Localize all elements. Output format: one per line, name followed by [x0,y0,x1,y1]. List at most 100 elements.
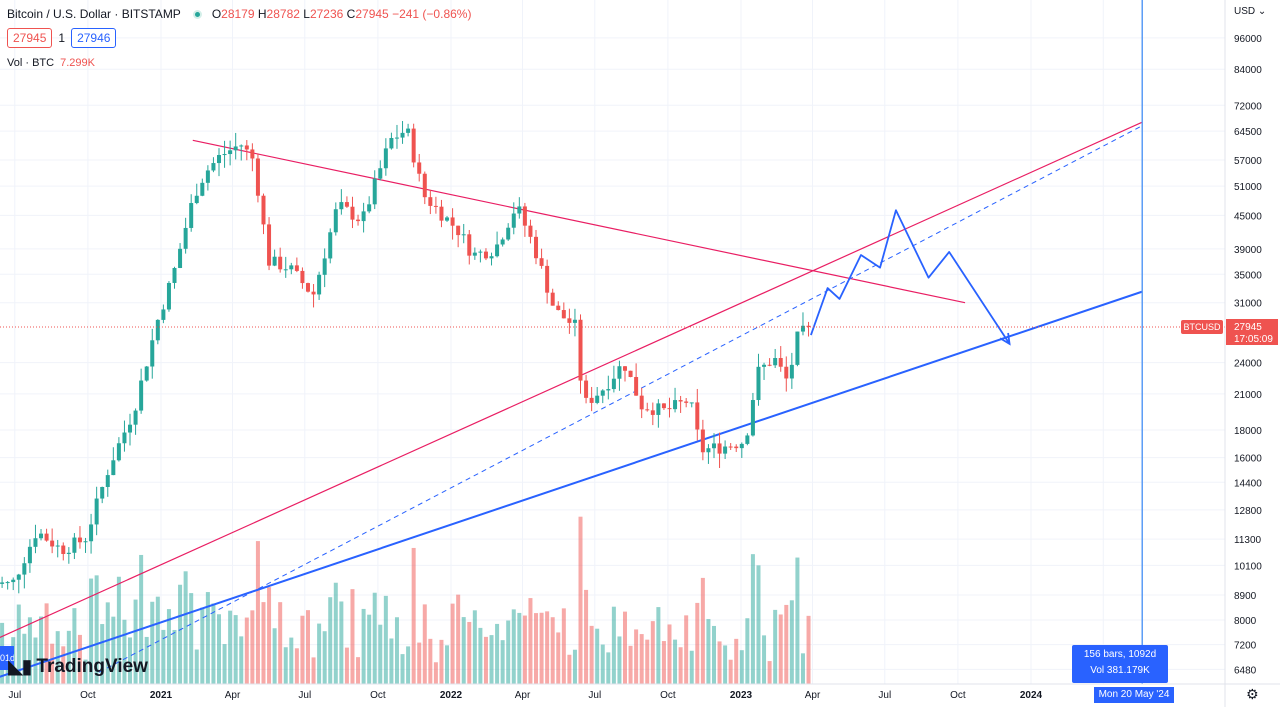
candle-body [294,265,299,271]
candle-body [183,227,188,249]
candle-body [400,132,405,138]
volume-bar [684,615,689,684]
candle-body [467,234,472,256]
volume-bar [450,603,455,684]
candle-body [495,244,500,257]
x-tick-label: Oct [950,690,966,701]
candle-body [750,400,755,436]
y-tick-label: 8000 [1234,616,1257,627]
candle-body [711,443,716,449]
candle-body [233,146,238,151]
buy-button[interactable]: 27946 [71,28,117,48]
volume-bar [372,592,377,684]
symbol-header: Bitcoin / U.S. Dollar · BITSTAMP O28179 H… [7,7,471,21]
candle-body [723,446,728,454]
x-tick-label: Apr [515,690,531,701]
volume-bar [200,607,205,684]
candle-body [77,537,82,543]
volume-bar [194,649,199,684]
candle-body [283,269,288,271]
symbol-title[interactable]: Bitcoin / U.S. Dollar · BITSTAMP [7,7,181,21]
volume-bar [500,640,505,684]
volume-bar [111,616,116,684]
x-tick-label: Jul [298,690,311,701]
candle-body [595,395,600,403]
candle-body [200,182,205,196]
candle-body [139,380,144,411]
y-tick-label: 14400 [1234,478,1262,489]
volume-bar [367,614,372,684]
volume-bar [239,636,244,684]
trendlines[interactable] [0,0,1143,684]
measure-volume: Vol 381.179K [1090,665,1150,676]
candle-body [639,395,644,410]
settings-gear-icon[interactable]: ⚙ [1246,686,1259,702]
volume-bar [27,617,32,684]
volume-bar [456,594,461,684]
candle-body [389,137,394,149]
candle-body [606,389,611,391]
x-tick-label: Oct [370,690,386,701]
volume-bar [94,575,99,684]
candle-body [500,239,505,245]
candle-body [623,366,627,371]
volume-bar [534,613,539,684]
volume-bar [433,662,438,684]
volume-bar [361,608,366,684]
tradingview-logo[interactable]: ◣▮ TradingView [8,654,148,679]
volume-bar [673,639,678,684]
candle-body [762,364,767,367]
candle-body [433,205,438,207]
candle-body [700,429,705,453]
volume-bar [255,541,260,684]
x-tick-label: Apr [225,690,241,701]
candle-body [689,402,694,404]
volume-bar [356,657,361,684]
candle-body [44,533,49,541]
volume-bar [645,639,650,684]
volume-legend[interactable]: Vol · BTC 7.299K [7,57,95,69]
candle-body [517,206,522,214]
volume-bar [161,629,166,684]
candle-body [634,376,639,396]
volume-bar [289,637,294,684]
candle-body [450,217,455,226]
candle-body [72,537,77,553]
volume-bar [695,602,700,684]
candle-body [255,158,260,196]
volume-bar [83,659,88,684]
candle-body [584,380,589,398]
x-tick-label: Oct [660,690,676,701]
candle-body [567,318,572,323]
candle-body [328,232,333,259]
candle-body [27,546,32,564]
candle-body [194,195,199,204]
candle-body [228,150,233,155]
candle-body [155,319,160,341]
volume-bar [511,609,516,684]
projection-path [810,209,1011,345]
candle-body [11,579,16,583]
candle-body [378,168,383,179]
volume-bar [22,633,27,684]
y-tick-label: 10100 [1234,561,1262,572]
volume-bar [745,618,750,684]
volume-bar [77,634,82,684]
projection-drawing[interactable] [0,209,1225,346]
sell-button[interactable]: 27945 [7,28,53,48]
candle-body [611,378,616,390]
candle-body [222,154,227,156]
candle-body [545,265,550,293]
candle-body [756,366,761,401]
volume-bar [333,582,338,684]
candle-body [267,224,272,266]
volume-bar [617,636,622,684]
candle-body [673,400,678,410]
candle-body [789,364,794,379]
projection-arrowhead [999,332,1011,346]
volume-bar [228,610,233,684]
volume-bar [139,554,144,684]
volume-bar [717,641,722,684]
candle-body [5,582,10,584]
